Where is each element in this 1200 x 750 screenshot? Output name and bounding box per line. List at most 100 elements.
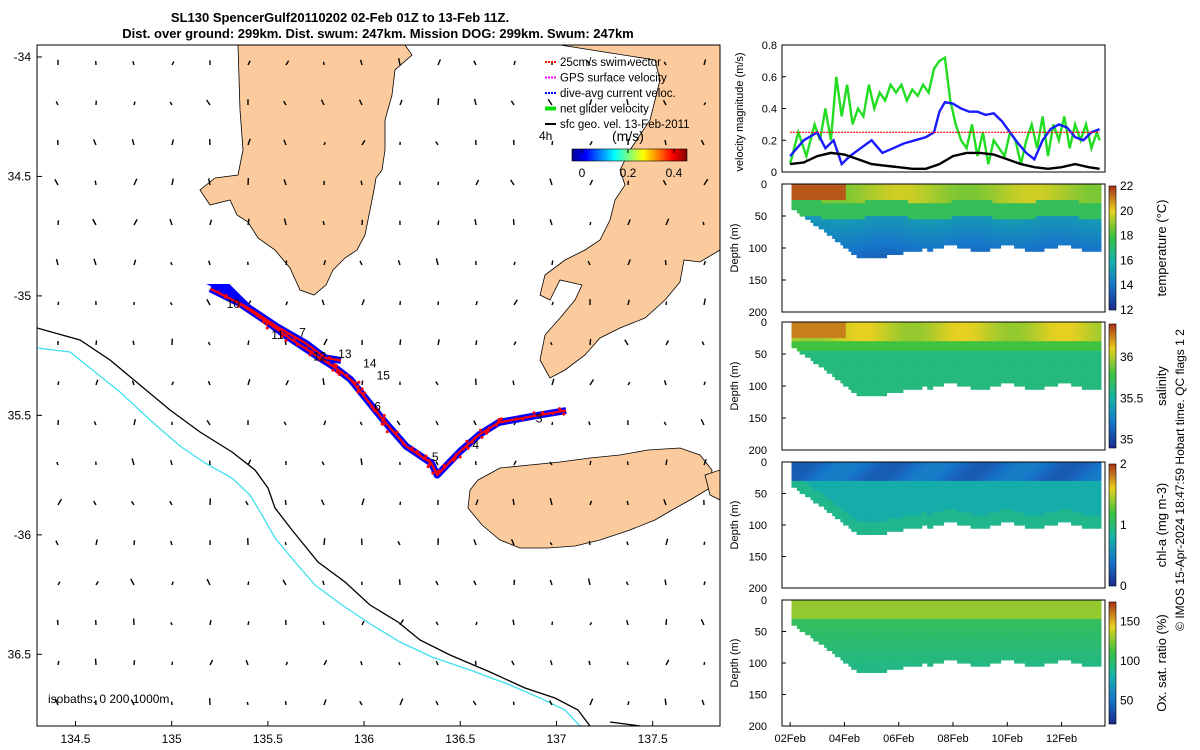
depth-cell — [818, 206, 822, 211]
depth-cell — [864, 200, 869, 204]
depth-cell — [1005, 212, 1010, 217]
depth-cell — [821, 219, 825, 223]
depth-cell — [1084, 193, 1088, 198]
depth-cell — [1033, 235, 1037, 239]
depth-cell — [796, 325, 801, 329]
depth-cell — [834, 347, 839, 352]
depth-cell — [997, 209, 1002, 214]
vector-arrow — [361, 380, 364, 386]
depth-cell — [1024, 190, 1029, 195]
depth-cell — [1016, 244, 1021, 249]
depth-cell — [948, 228, 953, 233]
depth-cell — [932, 209, 936, 214]
vector-arrow — [322, 580, 325, 586]
depth-cell — [1041, 232, 1045, 236]
depth-cell — [843, 238, 847, 243]
depth-cell — [967, 206, 972, 211]
day-label: 7 — [299, 326, 306, 340]
depth-cell — [826, 209, 831, 214]
depth-cell — [940, 232, 945, 236]
vector-arrow — [323, 420, 327, 426]
depth-cell — [1076, 219, 1080, 223]
depth-cell — [997, 200, 1002, 204]
depth-cell — [1092, 225, 1097, 230]
depth-cell — [897, 228, 901, 233]
depth-cell — [929, 187, 934, 191]
depth-cell — [832, 190, 836, 195]
depth-cell — [856, 203, 860, 207]
depth-cell — [927, 225, 931, 230]
depth-cell — [815, 347, 820, 352]
depth-cell — [794, 322, 798, 326]
depth-cell — [951, 225, 955, 230]
track-point — [486, 429, 490, 433]
depth-cell — [1087, 219, 1091, 223]
depth-cell — [1022, 241, 1026, 246]
depth-cell — [1043, 203, 1048, 207]
depth-cell — [919, 219, 923, 223]
depth-cell — [853, 248, 858, 252]
depth-cell — [927, 184, 931, 188]
depth-cell — [897, 203, 901, 207]
depth-cell — [957, 203, 961, 207]
depth-cell — [875, 232, 879, 236]
depth-cell — [957, 222, 961, 227]
depth-cell — [796, 184, 801, 188]
depth-cell — [824, 203, 828, 207]
depth-cell — [970, 206, 974, 211]
depth-cell — [856, 193, 860, 198]
depth-cell — [948, 222, 953, 227]
depth-cell — [1033, 244, 1037, 249]
depth-cell — [802, 206, 806, 211]
depth-cell — [954, 187, 958, 191]
depth-cell — [981, 216, 985, 220]
colorbar-note: 4h — [539, 129, 552, 143]
depth-cell — [1095, 184, 1099, 188]
depth-cell — [897, 222, 901, 227]
depth-cell — [807, 206, 812, 211]
depth-cell — [938, 216, 942, 220]
vector-arrow — [284, 499, 287, 506]
depth-tick-label: 0 — [761, 179, 767, 191]
depth-cell — [932, 222, 936, 227]
depth-cell — [805, 334, 809, 339]
depth-cell — [965, 200, 969, 204]
depth-cell — [1073, 222, 1078, 227]
depth-cell — [853, 200, 858, 204]
depth-cell — [905, 248, 909, 252]
depth-cell — [1022, 200, 1026, 204]
depth-cell — [946, 209, 950, 214]
depth-cell — [973, 225, 977, 230]
vector-arrow — [547, 98, 553, 106]
depth-cell — [834, 228, 839, 233]
depth-cell — [948, 209, 953, 214]
depth-cell — [916, 219, 920, 223]
glider-track — [206, 283, 567, 479]
depth-cell — [1003, 238, 1007, 243]
depth-cell — [843, 232, 847, 236]
depth-cell — [908, 216, 912, 220]
depth-cell — [834, 331, 839, 336]
depth-cell — [1038, 219, 1042, 223]
depth-cell — [940, 196, 945, 201]
depth-cell — [908, 184, 912, 188]
vector-arrow — [360, 660, 363, 666]
depth-cell — [832, 328, 836, 333]
depth-cell — [1033, 232, 1037, 236]
depth-cell — [875, 235, 879, 239]
depth-cell — [1024, 203, 1029, 207]
depth-cell — [973, 212, 977, 217]
depth-cell — [924, 203, 928, 207]
depth-cell — [957, 225, 961, 230]
depth-cell — [889, 251, 893, 255]
depth-cell — [919, 232, 923, 236]
depth-cell — [837, 225, 841, 230]
vector-arrow — [169, 301, 173, 306]
depth-cell — [897, 251, 901, 255]
vector-arrow — [360, 458, 363, 466]
depth-cell — [1011, 187, 1015, 191]
vector-arrow — [132, 340, 135, 346]
depth-cell — [1060, 238, 1064, 243]
depth-cell — [815, 196, 820, 201]
depth-cell — [867, 212, 871, 217]
